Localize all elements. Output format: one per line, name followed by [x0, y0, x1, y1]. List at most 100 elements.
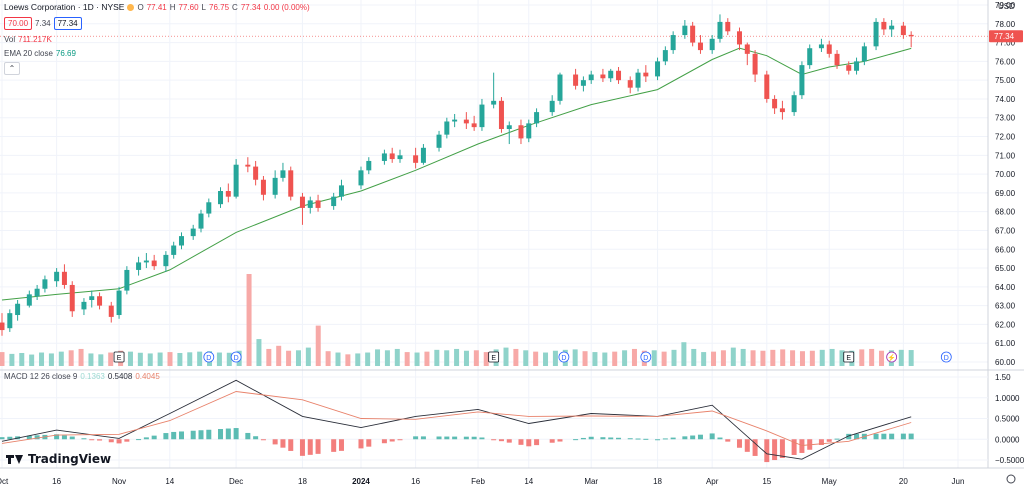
candle-body [744, 44, 750, 54]
macd-histogram-bar [655, 439, 661, 441]
macd-histogram-bar [315, 439, 321, 454]
volume-bar [829, 348, 835, 366]
ema-legend[interactable]: EMA 20 close 76.69 [4, 49, 76, 58]
candle-body [498, 100, 504, 130]
candle-body [338, 185, 344, 197]
split-marker[interactable] [886, 351, 898, 363]
candle-body [198, 213, 204, 229]
macd-histogram-bar [908, 433, 914, 440]
candle-body [358, 170, 364, 186]
tradingview-logo[interactable]: TradingView [6, 452, 111, 466]
last-price-tag-text: 77.34 [994, 32, 1015, 41]
macd-histogram-bar [233, 428, 239, 440]
volume-bar [523, 350, 529, 366]
candle-body [420, 147, 426, 163]
dividend-marker[interactable] [640, 351, 652, 363]
candle-body [397, 155, 403, 160]
volume-bar [295, 350, 301, 366]
macd-histogram-bar [799, 439, 805, 453]
volume-bar [147, 353, 153, 366]
y-tick-label: 79.00 [995, 1, 1016, 10]
bid-button[interactable]: 70.00 [4, 17, 33, 30]
macd-histogram-bar [61, 435, 67, 440]
macd-histogram-bar [491, 439, 497, 441]
flag-icon[interactable] [127, 3, 135, 11]
ohlc-low: 76.75 [209, 2, 230, 12]
macd-legend[interactable]: MACD 12 26 close 9 0.1363 0.5408 0.4045 [4, 372, 160, 381]
volume-bar [454, 348, 460, 366]
volume-bar [266, 348, 272, 366]
macd-line [1, 379, 912, 460]
volume-label: Vol [4, 35, 16, 44]
volume-legend[interactable]: Vol 711.217K [4, 35, 52, 44]
ohlc-open-label: O [137, 2, 144, 12]
volume-bar [681, 342, 687, 366]
candle-body [299, 196, 305, 208]
ask-button[interactable]: 77.34 [53, 17, 82, 30]
volume-bar [543, 352, 549, 366]
x-tick-label: 16 [411, 477, 420, 486]
dividend-marker[interactable] [203, 351, 215, 363]
macd-histogram-bar [54, 434, 60, 440]
candle-body [791, 95, 797, 113]
last-price-tag [989, 30, 1023, 43]
candle-body [635, 72, 641, 88]
macd-histogram-bar [670, 437, 676, 440]
ema-value: 76.69 [55, 49, 76, 58]
candle-body [779, 108, 785, 113]
volume-bar [661, 351, 667, 366]
settings-gear-icon[interactable] [1006, 474, 1016, 484]
macd-histogram-bar [420, 436, 426, 440]
volume-bar [355, 353, 361, 366]
earnings-marker[interactable] [113, 351, 125, 363]
earnings-marker[interactable] [488, 351, 500, 363]
volume-bar [463, 350, 469, 366]
macd-histogram-bar [690, 435, 696, 440]
candle-body [764, 74, 770, 99]
macd-histogram-bar [881, 433, 887, 440]
candle-body [600, 74, 606, 79]
currency-label: USD [998, 2, 1015, 11]
volume-bar [226, 352, 232, 366]
y-tick-label: 66.00 [995, 245, 1016, 254]
symbol-title[interactable]: Loews Corporation · 1D · NYSE [4, 2, 125, 12]
macd-histogram-bar [697, 434, 703, 440]
collapse-legend-button[interactable]: ⌃ [4, 62, 20, 75]
candle-body [206, 202, 212, 214]
volume-value: 711.217K [18, 35, 52, 44]
candle-body [136, 262, 142, 270]
volume-bar [651, 350, 657, 366]
candle-body [42, 279, 48, 289]
ohlc-low-label: L [201, 2, 206, 12]
candle-body [643, 72, 649, 77]
volume-bar [48, 353, 54, 366]
macd-histogram-bar [846, 433, 852, 440]
macd-histogram-bar [736, 439, 742, 448]
macd-histogram-bar [580, 437, 586, 440]
candle-body [81, 301, 87, 310]
candle-body [752, 53, 758, 75]
event-marker-label: E [491, 355, 496, 362]
volume-bar [39, 352, 45, 366]
dividend-marker[interactable] [558, 351, 570, 363]
dividend-marker[interactable] [940, 351, 952, 363]
candle-body [218, 191, 224, 205]
volume-bar [197, 351, 203, 366]
candle-body [662, 50, 668, 62]
earnings-marker[interactable] [843, 351, 855, 363]
volume-bar [572, 349, 578, 366]
macd-histogram-bar [397, 439, 403, 441]
volume-bar [216, 352, 222, 366]
candle-body [506, 125, 512, 130]
macd-histogram-bar [358, 439, 364, 449]
volume-bar [286, 350, 292, 366]
candle-body [7, 313, 13, 329]
volume-bar [602, 352, 608, 366]
candle-body [15, 303, 21, 316]
candle-body [690, 25, 696, 43]
volume-bar [404, 352, 410, 366]
volume-bar [552, 350, 558, 366]
dividend-marker[interactable] [230, 351, 242, 363]
event-marker-label: D [234, 355, 239, 362]
